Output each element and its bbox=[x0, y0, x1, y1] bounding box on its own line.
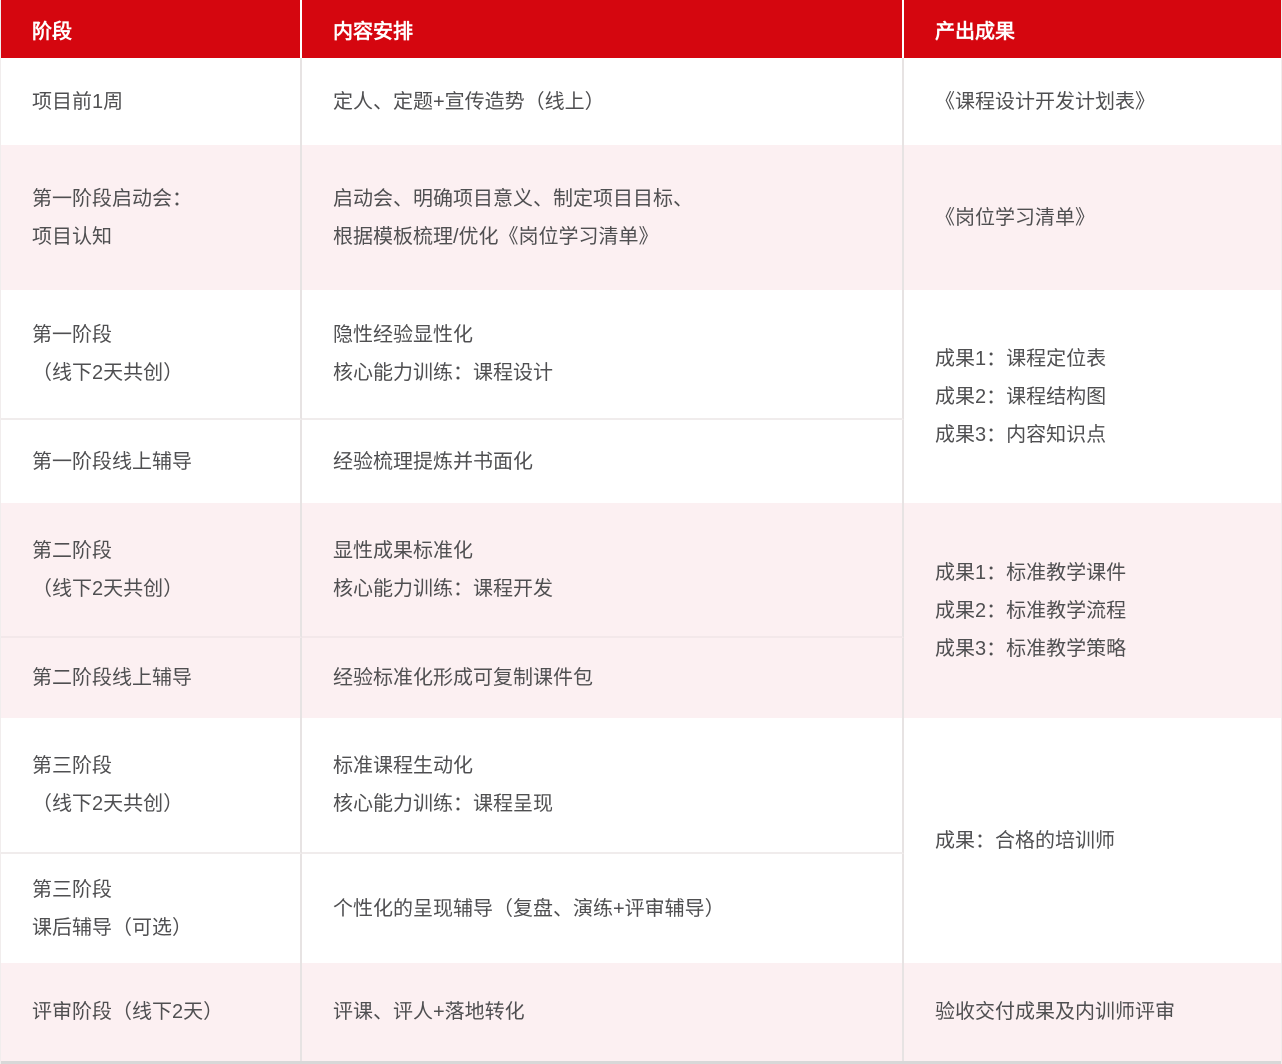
table-row: 项目前1周 定人、定题+宣传造势（线上） 《课程设计开发计划表》 bbox=[1, 58, 1281, 145]
content-cell: 标准课程生动化 核心能力训练：课程呈现 bbox=[302, 718, 904, 854]
content-cell: 启动会、明确项目意义、制定项目目标、 根据模板梳理/优化《岗位学习清单》 bbox=[302, 145, 904, 290]
content-cell: 隐性经验显性化 核心能力训练：课程设计 bbox=[302, 290, 904, 420]
output-cell: 验收交付成果及内训师评审 bbox=[904, 963, 1281, 1061]
phase-cell: 第三阶段 （线下2天共创） bbox=[1, 718, 302, 854]
output-cell-merged: 成果1：标准教学课件 成果2：标准教学流程 成果3：标准教学策略 bbox=[904, 503, 1281, 718]
phase-cell: 第二阶段线上辅导 bbox=[1, 638, 302, 718]
table-row: 第三阶段 （线下2天共创） 标准课程生动化 核心能力训练：课程呈现 成果：合格的… bbox=[1, 718, 1281, 963]
phase-cell: 评审阶段（线下2天） bbox=[1, 963, 302, 1061]
content-cell: 显性成果标准化 核心能力训练：课程开发 bbox=[302, 503, 904, 638]
phase-cell: 项目前1周 bbox=[1, 58, 302, 145]
phase-cell: 第二阶段 （线下2天共创） bbox=[1, 503, 302, 638]
table-row: 第二阶段线上辅导 经验标准化形成可复制课件包 bbox=[1, 638, 1281, 718]
output-cell: 《课程设计开发计划表》 bbox=[904, 58, 1281, 145]
phase-cell: 第一阶段 （线下2天共创） bbox=[1, 290, 302, 420]
content-cell: 个性化的呈现辅导（复盘、演练+评审辅导） bbox=[302, 854, 904, 963]
header-cell-content: 内容安排 bbox=[302, 0, 904, 58]
phase-cell: 第一阶段线上辅导 bbox=[1, 420, 302, 503]
table-row: 第一阶段线上辅导 经验梳理提炼并书面化 bbox=[1, 420, 1281, 503]
table-row: 第一阶段启动会： 项目认知 启动会、明确项目意义、制定项目目标、 根据模板梳理/… bbox=[1, 145, 1281, 290]
table-row: 第一阶段 （线下2天共创） 隐性经验显性化 核心能力训练：课程设计 成果1：课程… bbox=[1, 290, 1281, 503]
header-cell-phase: 阶段 bbox=[1, 0, 302, 58]
output-cell-merged: 成果1：课程定位表 成果2：课程结构图 成果3：内容知识点 bbox=[904, 290, 1281, 503]
phase-cell: 第一阶段启动会： 项目认知 bbox=[1, 145, 302, 290]
content-cell: 定人、定题+宣传造势（线上） bbox=[302, 58, 904, 145]
table-row: 第三阶段 课后辅导（可选） 个性化的呈现辅导（复盘、演练+评审辅导） bbox=[1, 854, 1281, 963]
phase-cell: 第三阶段 课后辅导（可选） bbox=[1, 854, 302, 963]
table-row: 第二阶段 （线下2天共创） 显性成果标准化 核心能力训练：课程开发 成果1：标准… bbox=[1, 503, 1281, 718]
output-cell: 《岗位学习清单》 bbox=[904, 145, 1281, 290]
header-row: 阶段 内容安排 产出成果 bbox=[1, 0, 1281, 58]
output-cell-merged: 成果：合格的培训师 bbox=[904, 718, 1281, 963]
header-cell-output: 产出成果 bbox=[904, 0, 1281, 58]
table-row: 评审阶段（线下2天） 评课、评人+落地转化 验收交付成果及内训师评审 bbox=[1, 963, 1281, 1061]
content-cell: 经验梳理提炼并书面化 bbox=[302, 420, 904, 503]
content-cell: 评课、评人+落地转化 bbox=[302, 963, 904, 1061]
content-cell: 经验标准化形成可复制课件包 bbox=[302, 638, 904, 718]
